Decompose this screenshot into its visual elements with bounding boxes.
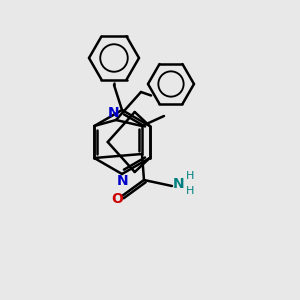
Text: O: O [111,192,123,206]
Text: H: H [186,171,194,181]
Text: N: N [108,106,120,120]
Text: N: N [117,174,129,188]
Text: N: N [173,177,185,191]
Text: H: H [186,186,194,196]
